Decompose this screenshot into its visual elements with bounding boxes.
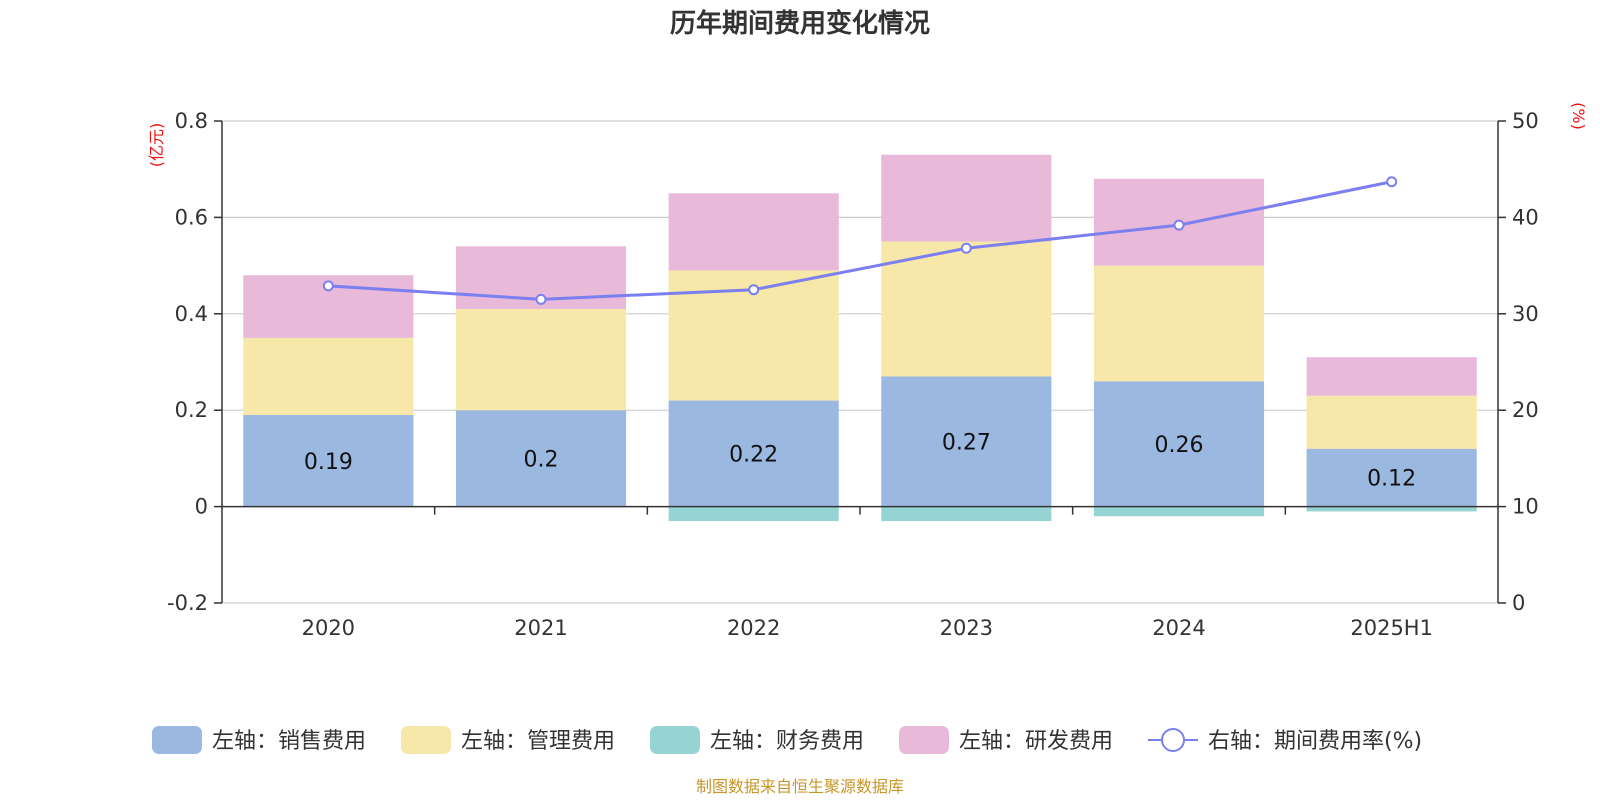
bar-segment-2 bbox=[881, 241, 1052, 377]
right-tick-label: 40 bbox=[1512, 205, 1539, 229]
bar-segment-1 bbox=[1306, 448, 1477, 507]
left-axis-unit: (亿元) bbox=[147, 123, 166, 168]
legend-label: 左轴：销售费用 bbox=[212, 729, 366, 754]
rate-line bbox=[322, 176, 1398, 305]
rate-point bbox=[322, 280, 334, 292]
bar-segment-2 bbox=[455, 308, 627, 411]
right-tick-label: 0 bbox=[1512, 591, 1525, 615]
legend-swatch bbox=[401, 726, 451, 754]
data-labels: 0.19 0.2 0.22 0.27 0.26 0.12 bbox=[304, 431, 1416, 492]
bars bbox=[243, 154, 1477, 522]
left-tick-label: 0.4 bbox=[175, 302, 208, 326]
legend-label: 左轴：研发费用 bbox=[959, 729, 1113, 754]
rate-line-path bbox=[328, 180, 1392, 301]
data-label: 0.26 bbox=[1155, 433, 1204, 458]
source-note: 制图数据来自恒生聚源数据库 bbox=[696, 777, 904, 796]
right-axis-unit: (%) bbox=[1569, 102, 1588, 130]
bar-segment-3 bbox=[881, 506, 1052, 522]
bar-segment-3 bbox=[1093, 506, 1265, 517]
data-label: 0.12 bbox=[1367, 467, 1416, 492]
legend-label: 右轴：期间费用率(%) bbox=[1208, 729, 1422, 754]
rate-point bbox=[1173, 219, 1185, 231]
data-label: 0.19 bbox=[304, 450, 353, 475]
bar-segment-1 bbox=[1093, 381, 1265, 507]
legend-label: 左轴：财务费用 bbox=[710, 729, 864, 754]
category-label: 2021 bbox=[514, 616, 567, 640]
right-tick-label: 10 bbox=[1512, 495, 1539, 519]
legend-swatch bbox=[152, 726, 202, 754]
bar-segment-4 bbox=[881, 154, 1052, 242]
axes: -0.2 0 0.2 0.4 0.6 0.8 0 10 20 30 40 50 2020 2021 2022… bbox=[167, 109, 1539, 640]
bar-segment-4 bbox=[1306, 357, 1477, 396]
right-tick-label: 30 bbox=[1512, 302, 1539, 326]
category-label: 2022 bbox=[727, 616, 780, 640]
legend-label: 左轴：管理费用 bbox=[461, 729, 615, 754]
bar-segment-1 bbox=[243, 415, 414, 507]
legend-swatch bbox=[899, 726, 949, 754]
rate-point bbox=[1386, 176, 1398, 188]
bar-segment-2 bbox=[1306, 395, 1477, 449]
left-tick-label: 0.6 bbox=[175, 205, 208, 229]
right-tick-label: 20 bbox=[1512, 398, 1539, 422]
left-tick-label: 0 bbox=[195, 495, 208, 519]
bar-segment-3 bbox=[1306, 506, 1477, 512]
rate-point bbox=[535, 293, 547, 305]
left-tick-label: -0.2 bbox=[167, 591, 208, 615]
rate-point bbox=[748, 284, 760, 296]
data-label: 0.22 bbox=[729, 443, 778, 468]
category-label: 2023 bbox=[940, 616, 993, 640]
grid-lines bbox=[222, 120, 1498, 604]
bar-segment-1 bbox=[881, 376, 1052, 507]
data-label: 0.27 bbox=[942, 431, 991, 456]
left-tick-label: 0.8 bbox=[175, 109, 208, 133]
bar-segment-2 bbox=[243, 337, 414, 416]
rate-point bbox=[960, 242, 972, 254]
left-tick-label: 0.2 bbox=[175, 398, 208, 422]
bar-segment-4 bbox=[668, 193, 839, 271]
legend-marker bbox=[1161, 728, 1185, 752]
bar-segment-1 bbox=[455, 410, 627, 507]
legend: 左轴：销售费用 左轴：管理费用 左轴：财务费用 左轴：研发费用 右轴：期间费用率(%) bbox=[152, 726, 1422, 754]
legend-swatch bbox=[650, 726, 700, 754]
bar-segment-2 bbox=[1093, 265, 1265, 382]
right-tick-label: 50 bbox=[1512, 109, 1539, 133]
bar-segment-3 bbox=[668, 506, 839, 522]
data-label: 0.2 bbox=[524, 447, 559, 472]
category-label: 2025H1 bbox=[1350, 616, 1433, 640]
bar-segment-1 bbox=[668, 400, 839, 507]
chart-title: 历年期间费用变化情况 bbox=[670, 8, 930, 39]
category-label: 2024 bbox=[1152, 616, 1205, 640]
category-label: 2020 bbox=[302, 616, 355, 640]
